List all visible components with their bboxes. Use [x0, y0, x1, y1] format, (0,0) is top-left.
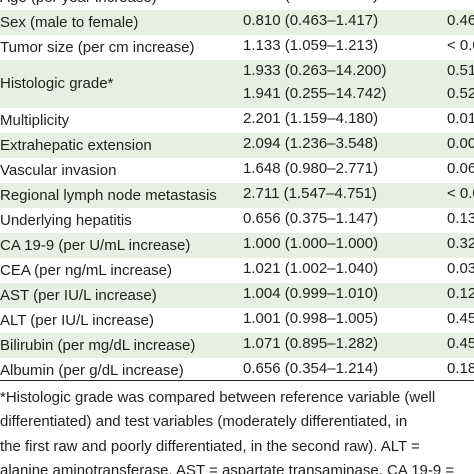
p-value: 0.016 [447, 110, 474, 127]
table-row: CA 19-9 (per U/mL increase) 1.000 (1.000–… [0, 233, 474, 258]
table-row: Bilirubin (per mg/dL increase) 1.071 (0.8… [0, 333, 474, 358]
p-value: 0.139 [447, 210, 474, 227]
table-row: Extrahepatic extension 2.094 (1.236–3.548… [0, 133, 474, 158]
p-value: 0.517 [447, 62, 474, 79]
row-label: Extrahepatic extension [0, 136, 152, 154]
row-label: Vascular invasion [0, 161, 117, 179]
odds-ratio: 1.021 (1.002–1.040) [243, 260, 379, 277]
row-label: AST (per IU/L increase) [0, 286, 157, 304]
p-value: 0.460 [447, 12, 474, 29]
odds-ratio: 0.656 (0.375–1.147) [243, 210, 379, 227]
row-label: Albumin (per g/dL increase) [0, 361, 184, 379]
odds-ratio: 2.201 (1.159–4.180) [243, 110, 379, 127]
footnote-line: the first raw and poorly differentiated,… [0, 437, 420, 455]
odds-ratio: 2.094 (1.236–3.548) [243, 135, 379, 152]
p-value: 0.321 [447, 235, 474, 252]
table-row: Vascular invasion 1.648 (0.980–2.771) 0.06… [0, 158, 474, 183]
row-label: Multiplicity [0, 111, 70, 129]
odds-ratio: 0.656 (0.354–1.214) [243, 360, 379, 377]
table-row: CEA (per ng/mL increase) 1.021 (1.002–1.0… [0, 258, 474, 283]
table-row: Regional lymph node metastasis 2.711 (1.5… [0, 183, 474, 208]
table-row: Albumin (per g/dL increase) 0.656 (0.354–… [0, 358, 474, 383]
odds-ratio: 1.133 (1.059–1.213) [243, 37, 379, 54]
table-row: Tumor size (per cm increase) 1.133 (1.059… [0, 35, 474, 60]
odds-ratio: 1.648 (0.980–2.771) [243, 160, 379, 177]
odds-ratio: 1.000 (1.000–1.000) [243, 235, 379, 252]
table-row: Age (per year increase) 1.001 (0.981–1.02… [0, 0, 474, 10]
row-label: CEA (per ng/mL increase) [0, 261, 173, 279]
footnote-line: *Histologic grade was compared between r… [0, 389, 436, 406]
row-label: Tumor size (per cm increase) [0, 38, 195, 56]
p-value: 0.006 [447, 135, 474, 152]
row-label: Age (per year increase) [0, 0, 157, 7]
table-row: AST (per IU/L increase) 1.004 (0.999–1.01… [0, 283, 474, 308]
odds-ratio: 1.004 (0.999–1.010) [243, 285, 379, 302]
row-label: CA 19-9 (per U/mL increase) [0, 236, 191, 254]
p-value: < 0.001 [447, 185, 474, 202]
table-row: Multiplicity 2.201 (1.159–4.180) 0.016 [0, 108, 474, 133]
p-value: < 0.001 [447, 37, 474, 54]
table-row: Histologic grade* 1.933 (0.263–14.200) 0.5… [0, 60, 474, 108]
p-value: 0.454 [447, 335, 474, 352]
p-value: 0.124 [447, 285, 474, 302]
row-label: Histologic grade* [0, 75, 114, 92]
row-label: Underlying hepatitis [0, 211, 132, 229]
p-value: 0.030 [447, 260, 474, 277]
row-label: ALT (per IU/L increase) [0, 311, 154, 329]
odds-ratio: 1.941 (0.255–14.742) [243, 85, 387, 102]
row-label: Regional lymph node metastasis [0, 186, 217, 204]
p-value: 0.522 [447, 85, 474, 102]
table-row: ALT (per IU/L increase) 1.001 (0.998–1.00… [0, 308, 474, 333]
odds-ratio: 2.711 (1.547–4.751) [243, 185, 377, 202]
p-value: 0.921 [447, 0, 474, 5]
footnote-line: alanine aminotransferase, AST = aspartat… [0, 461, 455, 474]
odds-ratio: 1.001 (0.998–1.005) [243, 310, 379, 327]
p-value: 0.060 [447, 160, 474, 177]
odds-ratio: 1.933 (0.263–14.200) [243, 62, 387, 79]
table-row: Sex (male to female) 0.810 (0.463–1.417) 0… [0, 10, 474, 35]
odds-ratio: 1.001 (0.981–1.021) [243, 0, 378, 5]
table-rule [0, 380, 474, 381]
odds-ratio: 0.810 (0.463–1.417) [243, 12, 379, 29]
p-value: 0.180 [447, 360, 474, 377]
table-row: Underlying hepatitis 0.656 (0.375–1.147) 0… [0, 208, 474, 233]
row-label: Sex (male to female) [0, 13, 139, 31]
footnote-line: differentiated) and test variables (mode… [0, 413, 408, 431]
p-value: 0.456 [447, 310, 474, 327]
row-label: Bilirubin (per mg/dL increase) [0, 336, 196, 354]
odds-ratio: 1.071 (0.895–1.282) [243, 335, 379, 352]
